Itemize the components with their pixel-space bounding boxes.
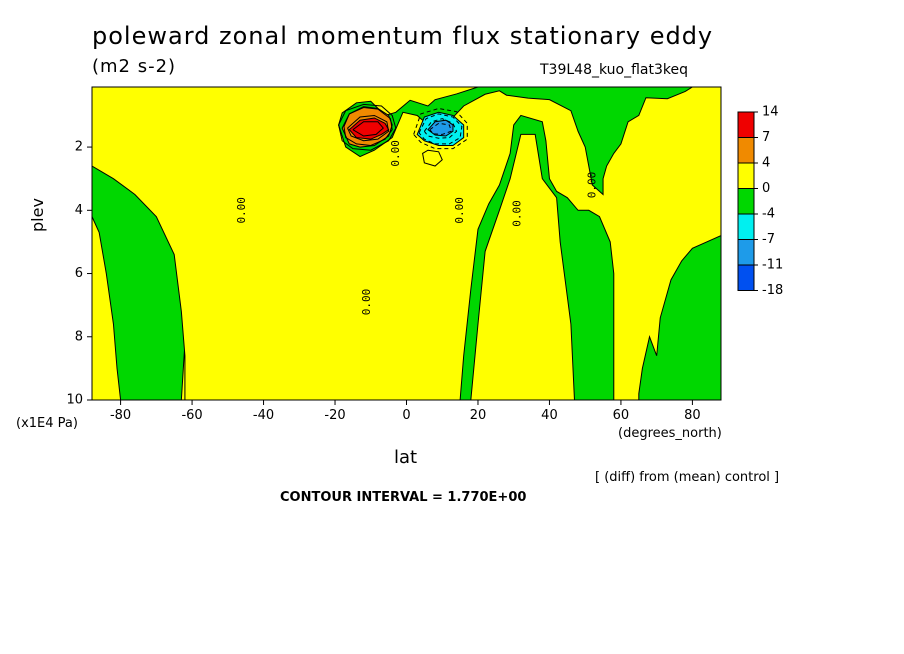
y-axis-units: (x1E4 Pa): [16, 416, 78, 431]
contour-label-1: 0.00: [360, 289, 373, 316]
y-tick-label: 2: [75, 140, 83, 155]
colorbar-swatch-red: [737, 111, 755, 138]
x-axis-units: (degrees_north): [618, 426, 722, 441]
region-yellow-5: [422, 149, 443, 167]
contour-line-3: [352, 121, 384, 137]
colorbar-label: -18: [762, 283, 783, 298]
difference-note: [ (diff) from (mean) control ]: [595, 470, 780, 485]
contour-label-0: 0.00: [235, 197, 248, 224]
chart-title: poleward zonal momentum flux stationary …: [92, 22, 714, 50]
colorbar-label: -11: [762, 258, 783, 273]
colorbar-swatch-cyan: [737, 213, 755, 240]
colorbar-label: -7: [762, 232, 775, 247]
contour-line-6: [423, 118, 458, 139]
x-tick-label: -60: [181, 408, 202, 423]
contour-interval-label: CONTOUR INTERVAL = 1.770E+00: [280, 490, 527, 505]
y-tick-label: 10: [66, 393, 83, 408]
x-tick-label: -40: [253, 408, 274, 423]
contour-label-2: 0.00: [389, 140, 402, 167]
contour-line-0: [338, 103, 397, 151]
contour-label-4: 0.00: [510, 200, 523, 227]
colorbar-swatch-yellow: [737, 162, 755, 189]
colorbar-label: -4: [762, 207, 775, 222]
contour-label-5: 0.00: [585, 172, 598, 199]
contour-line-1: [343, 107, 393, 147]
run-id-label: T39L48_kuo_flat3keq: [540, 62, 688, 78]
contour-line-5: [418, 113, 463, 145]
contour-lines: [338, 103, 468, 151]
contour-labels: 0.00 0.00 0.00 0.00 0.00 0.00: [235, 140, 598, 315]
contour-line-2: [347, 114, 390, 142]
colorbar-swatch-blue: [737, 264, 755, 291]
y-tick-label: 6: [75, 266, 83, 281]
y-tick-label: 8: [75, 329, 83, 344]
x-tick-label: 40: [541, 408, 558, 423]
x-tick-label: 20: [470, 408, 487, 423]
contour-label-3: 0.00: [453, 197, 466, 224]
colorbar-swatch-orange: [737, 137, 755, 164]
colorbar-swatch-green: [737, 188, 755, 215]
axes: -80 -60 -40 -20 0 20 40 60 80 2 4 6 8 10: [66, 140, 700, 423]
colorbar: 14 7 4 0 -4 -7 -11 -18: [737, 105, 783, 298]
plot-area: [92, 87, 721, 400]
colorbar-label: 7: [762, 130, 770, 145]
x-tick-label: 0: [402, 408, 410, 423]
region-yellow-0: [92, 216, 122, 400]
region-yellow-3: [470, 133, 575, 400]
region-yellow-4: [92, 87, 721, 400]
x-tick-label: 80: [684, 408, 701, 423]
colorbar-label: 4: [762, 156, 770, 171]
y-tick-label: 4: [75, 203, 83, 218]
chart-units: (m2 s-2): [92, 56, 177, 77]
colorbar-label: 0: [762, 181, 770, 196]
x-tick-label: -80: [110, 408, 131, 423]
contour-line-7: [429, 122, 452, 135]
region-lightblue-9: [427, 119, 454, 137]
colorbar-swatch-lightblue: [737, 239, 755, 266]
colorbar-label: 14: [762, 105, 779, 120]
x-tick-label: -20: [324, 408, 345, 423]
x-axis-label: lat: [394, 447, 418, 468]
x-tick-label: 60: [613, 408, 630, 423]
contour-line-4: [413, 107, 468, 150]
